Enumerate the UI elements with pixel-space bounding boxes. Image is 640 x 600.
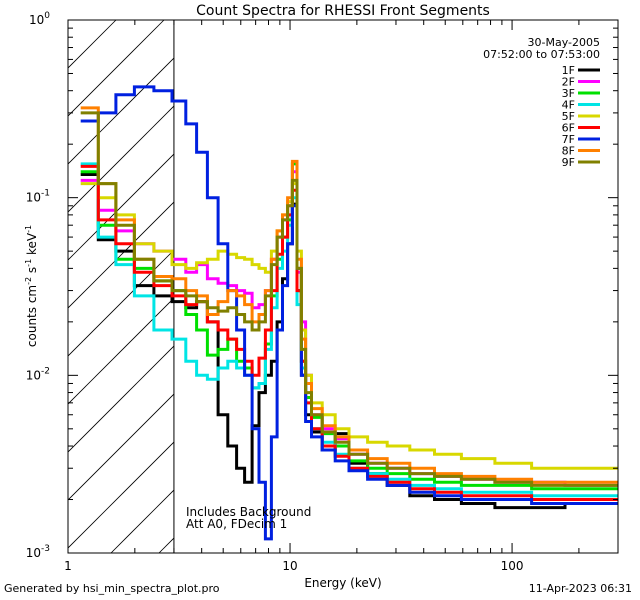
hatch-line-10 [68,393,174,501]
hatch-line-6 [68,201,174,309]
legend-label-1F: 1F [562,64,575,77]
legend-label-6F: 6F [562,122,575,135]
y-axis-label: counts cm-2 s-1 keV-1 [24,225,39,347]
series-7F-line [80,85,618,541]
legend-label-9F: 9F [562,156,575,169]
x-axis-label: Energy (keV) [304,576,381,590]
plot-frame [67,19,619,554]
series-6F-line [80,164,618,501]
x-tick-labels: 1 10 100 [64,559,523,573]
series-4F-line [80,162,618,498]
legend-label-3F: 3F [562,87,575,100]
y-tick-label-3: 10-3 [26,544,50,560]
hatch-line-2 [68,20,165,117]
annotation-background: Includes Background [186,505,311,519]
hatch-line-4 [68,105,174,213]
x-tick-label-2: 100 [501,559,524,573]
legend-label-7F: 7F [562,133,575,146]
legend-label-2F: 2F [562,76,575,89]
axis-ticks [67,19,619,554]
time-range-label: 07:52:00 to 07:53:00 [483,48,600,61]
date-label: 30-May-2005 [528,36,600,49]
y-tick-labels: 100 10-1 10-2 10-3 [26,11,51,560]
footer-timestamp: 11-Apr-2023 06:31 [528,582,632,595]
legend-label-8F: 8F [562,145,575,158]
hatch-line-3 [68,57,174,165]
y-tick-label-1: 10-1 [26,189,50,205]
series-9F-line [80,111,618,487]
x-tick-label-1: 10 [282,559,297,573]
footer-generator: Generated by hsi_min_spectra_plot.pro [4,582,220,595]
y-tick-label-2: 10-2 [26,366,50,382]
x-tick-label-0: 1 [64,559,72,573]
y-tick-label-0: 100 [29,11,50,27]
hatch-line-11 [68,441,174,549]
chart-title: Count Spectra for RHESSI Front Segments [196,3,490,19]
series-layer [80,85,618,541]
annotation-attenuator: Att A0, FDecim 1 [186,517,287,531]
legend-label-5F: 5F [562,110,575,123]
legend-label-4F: 4F [562,99,575,112]
